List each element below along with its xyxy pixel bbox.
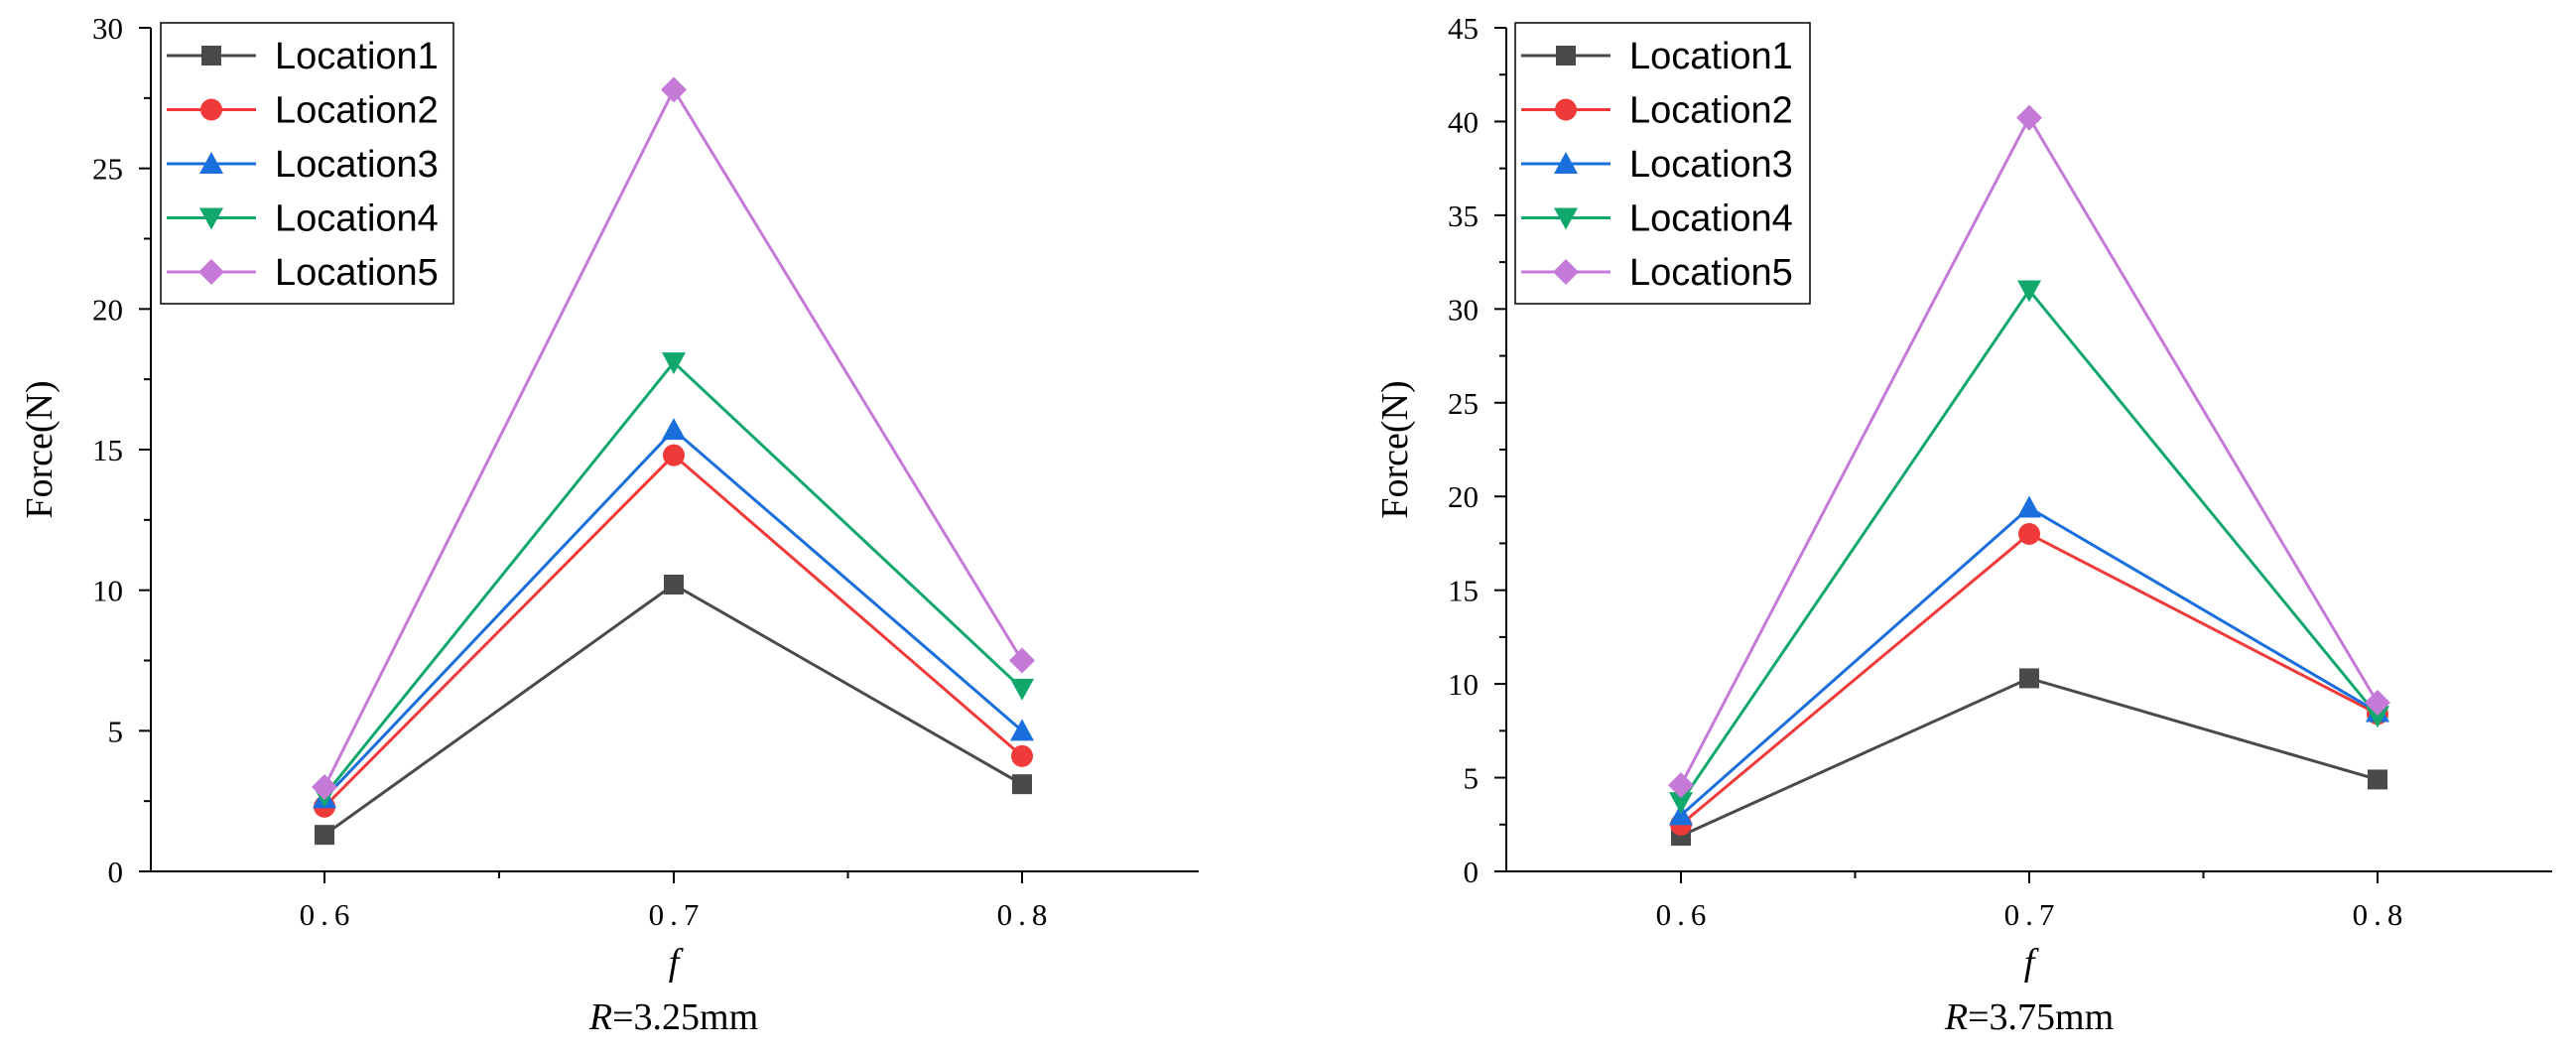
y-tick-label: 30 (92, 11, 123, 46)
series-line (322, 453, 1023, 808)
data-point (1011, 744, 1033, 767)
series-location4 (1669, 280, 2389, 815)
data-point (1668, 772, 1694, 799)
y-tick-label: 0 (1464, 855, 1480, 889)
caption-value: =3.25mm (612, 996, 758, 1038)
x-axis-title: f (2024, 942, 2039, 984)
legend: Location1 Location2 Location3 Location4 Loca… (1514, 22, 1811, 305)
chart-panel-1: 0 5 10 15 20 25 30 0.6 0.7 0.8 Force(N) f R=3.25mm Lo… (19, 11, 1199, 1038)
caption-variable: R (588, 996, 612, 1038)
y-tick-label: 30 (1448, 292, 1479, 327)
y-tick-label: 45 (1448, 11, 1479, 46)
series-location5 (1668, 104, 2390, 799)
data-point (1669, 803, 1693, 826)
legend-swatch-marker (200, 98, 222, 121)
y-tick-label: 25 (92, 152, 123, 187)
chart-panel-2: 0 5 10 15 20 25 30 35 40 45 0.6 0.7 0.8 Force(N) f R=3.… (1374, 11, 2552, 1038)
y-tick-label: 0 (108, 855, 124, 889)
chart-caption: R=3.25mm (588, 996, 758, 1038)
legend-swatch-marker (1556, 46, 1576, 66)
data-point (662, 418, 686, 441)
chart-caption: R=3.75mm (1944, 996, 2114, 1038)
data-point (2017, 495, 2041, 518)
caption-value: =3.75mm (1968, 996, 2114, 1038)
y-tick-label: 40 (1448, 104, 1479, 139)
data-point (2016, 104, 2042, 131)
y-tick-label: 25 (1448, 386, 1479, 421)
data-point (664, 575, 684, 594)
series-location3 (313, 418, 1034, 809)
series-location5 (312, 76, 1035, 800)
legend-label: Location3 (1629, 144, 1793, 186)
caption-variable: R (1944, 996, 1968, 1038)
legend-swatch-marker (199, 152, 223, 174)
y-tick-label: 20 (1448, 479, 1479, 514)
series-location1 (315, 575, 1032, 846)
legend-label: Location5 (1629, 252, 1793, 294)
legend-label: Location1 (1629, 36, 1793, 77)
legend-label: Location2 (1629, 90, 1793, 132)
data-point (2366, 706, 2389, 728)
x-tick-label: 0.6 (300, 897, 356, 932)
y-axis-title: Force(N) (1374, 380, 1416, 518)
data-point (2017, 280, 2041, 303)
x-tick-label: 0.7 (2004, 897, 2061, 932)
data-point (1669, 792, 1693, 815)
y-tick-label: 5 (1464, 761, 1480, 796)
series-line (1679, 287, 2380, 803)
legend-label: Location5 (275, 252, 439, 294)
x-axis-title: f (669, 942, 684, 984)
legend-swatch-marker (201, 46, 221, 66)
legend-swatch-marker (1554, 152, 1578, 174)
series-line (1680, 676, 2379, 838)
legend-swatch-marker (198, 259, 224, 285)
legend-swatch-marker (1553, 259, 1579, 285)
data-point (662, 352, 686, 375)
y-axis-title: Force(N) (19, 380, 61, 518)
data-point (661, 76, 687, 103)
x-tick-label: 0.6 (1656, 897, 1713, 932)
series-line (322, 428, 1023, 800)
legend-label: Location4 (275, 198, 439, 240)
series-line (323, 583, 1023, 837)
data-point (1010, 719, 1034, 741)
data-point (1009, 647, 1035, 674)
data-point (2365, 690, 2390, 716)
series-location1 (1671, 668, 2387, 847)
y-tick-label: 20 (92, 292, 123, 327)
y-tick-label: 35 (1448, 198, 1479, 233)
data-point (663, 444, 685, 466)
x-tick-label: 0.7 (649, 897, 706, 932)
legend-label: Location3 (275, 144, 439, 186)
legend-swatch-marker (199, 207, 223, 230)
legend-label: Location2 (275, 90, 439, 132)
data-point (312, 774, 337, 800)
legend-label: Location4 (1629, 198, 1793, 240)
legend-label: Location1 (275, 36, 439, 77)
y-tick-label: 5 (108, 714, 124, 748)
y-tick-label: 10 (1448, 667, 1479, 702)
legend: Location1 Location2 Location3 Location4 Loca… (160, 22, 454, 305)
data-point (2019, 668, 2039, 689)
x-tick-label: 0.8 (997, 897, 1054, 932)
x-tick-label: 0.8 (2353, 897, 2409, 932)
y-tick-label: 15 (92, 433, 123, 467)
data-point (2018, 523, 2040, 545)
data-point (1012, 774, 1032, 795)
legend-swatch-marker (1555, 98, 1577, 121)
y-tick-label: 10 (92, 574, 123, 608)
data-point (2368, 769, 2387, 790)
y-tick-label: 15 (1448, 574, 1479, 608)
data-point (1010, 678, 1034, 701)
data-point (315, 825, 334, 846)
legend-swatch-marker (1554, 207, 1578, 230)
